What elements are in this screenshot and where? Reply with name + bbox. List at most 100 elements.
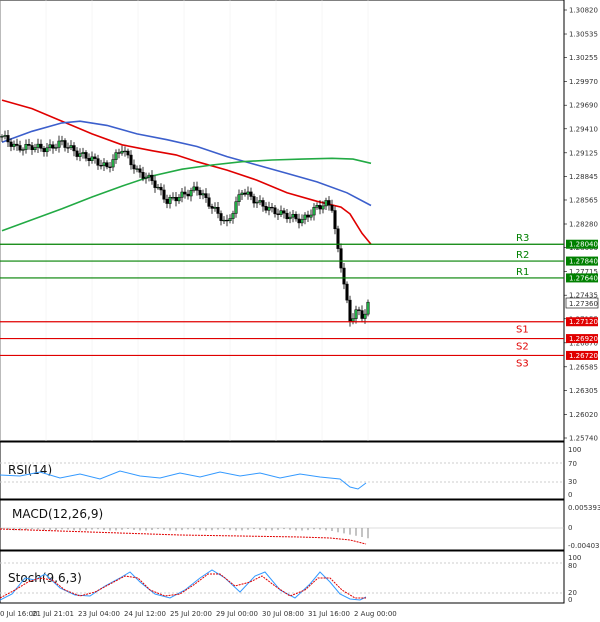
stoch-k-line (0, 569, 367, 601)
level-label-r2: R2 (516, 250, 529, 261)
stoch-label: Stoch(9,6,3) (8, 571, 82, 585)
stoch-tick: 20 (568, 589, 577, 597)
price-tick: 1.28565 (569, 196, 598, 204)
candle (243, 188, 247, 197)
candle (102, 158, 106, 172)
time-label: 21 Jul 21:01 (32, 610, 74, 618)
candle (303, 212, 307, 225)
candle (168, 194, 172, 209)
moving-average-line (1, 99, 372, 245)
time-label: 29 Jul 00:00 (216, 610, 258, 618)
candle (0, 134, 4, 142)
candle (318, 200, 322, 215)
candle (336, 225, 340, 253)
candle (249, 187, 253, 201)
rsi-panel: RSI(14) 100 70 30 0 (0, 441, 581, 500)
candle (87, 153, 91, 167)
price-tick: 1.29125 (569, 149, 598, 157)
candle (153, 175, 157, 193)
candle (312, 203, 316, 221)
candle (333, 206, 337, 235)
candle (204, 188, 208, 203)
stoch-d-line (0, 573, 366, 599)
candle (225, 214, 229, 227)
candle (141, 166, 145, 182)
candle (270, 202, 274, 213)
candle (36, 138, 40, 153)
level-price-tag (566, 239, 598, 249)
candle (66, 142, 70, 153)
price-tick: 1.29410 (569, 125, 598, 133)
candle (273, 204, 277, 218)
candlesticks (0, 130, 370, 327)
moving-average-line (1, 157, 372, 232)
candle (72, 142, 76, 157)
candle (324, 197, 328, 210)
candle (93, 153, 97, 164)
candle (51, 141, 55, 154)
candle (108, 162, 112, 173)
candle (252, 193, 256, 208)
candle (30, 141, 34, 155)
candle (156, 184, 160, 190)
price-tick: 1.26585 (569, 363, 598, 371)
candle (342, 262, 346, 290)
candle (138, 164, 142, 178)
stoch-panel: Stoch(9,6,3) 100 80 20 0 (0, 550, 581, 604)
candle (357, 306, 361, 316)
candle (219, 210, 223, 226)
candle (177, 194, 181, 204)
level-label-r1: R1 (516, 267, 529, 278)
candle (327, 196, 331, 211)
rsi-tick: 70 (568, 460, 577, 468)
candle (57, 135, 61, 153)
candle (315, 202, 319, 210)
candle (105, 160, 109, 170)
stoch-tick: 80 (568, 562, 577, 570)
price-tick: 1.30255 (569, 54, 598, 62)
candle (78, 148, 82, 162)
candle (264, 202, 268, 214)
candle (120, 145, 124, 156)
price-tick: 1.27715 (569, 268, 598, 276)
price-tick: 1.25740 (569, 435, 598, 443)
rsi-tick: 30 (568, 478, 577, 486)
time-label: 0 Jul 16:00 (0, 610, 38, 618)
level-price-tag (566, 350, 598, 360)
rsi-line (0, 470, 367, 490)
current-price-tag: 1.27360 (565, 297, 599, 309)
candle (291, 210, 295, 223)
price-tick: 1.29690 (569, 102, 598, 110)
price-tick: 1.30535 (569, 31, 598, 39)
candle (135, 165, 139, 173)
candle (165, 194, 169, 209)
candle (294, 211, 298, 222)
candle (231, 210, 235, 224)
candle (297, 213, 301, 229)
candle (129, 150, 133, 170)
candle (354, 305, 358, 324)
candle (12, 140, 16, 151)
candle (285, 208, 289, 223)
candle (195, 181, 199, 196)
price-tick: 1.26305 (569, 387, 598, 395)
time-label: 31 Jul 16:00 (308, 610, 350, 618)
macd-panel-frame (0, 499, 565, 551)
current-price-value: 1.27360 (569, 300, 598, 308)
candle (186, 189, 190, 200)
candle (144, 172, 148, 184)
candle (261, 197, 265, 212)
level-price-value: 1.26920 (569, 335, 598, 343)
candle (99, 159, 103, 170)
candle (180, 188, 184, 203)
price-tick: 1.29970 (569, 78, 598, 86)
candle (45, 142, 49, 157)
macd-signal-line (0, 528, 367, 545)
level-price-tag (566, 334, 598, 344)
stoch-tick: 0 (568, 596, 572, 604)
candle (201, 189, 205, 200)
price-tick: 1.28280 (569, 221, 598, 229)
candle (237, 189, 241, 206)
candle (69, 140, 73, 150)
